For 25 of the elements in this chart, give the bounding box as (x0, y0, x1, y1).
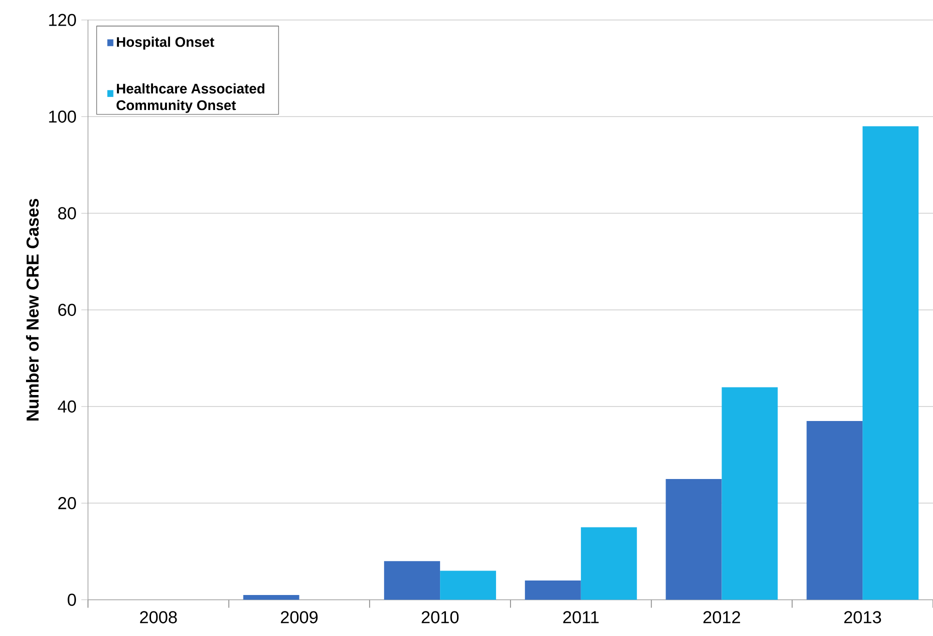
bar (524, 580, 581, 600)
x-tick-label: 2009 (280, 611, 318, 624)
bar (243, 595, 300, 600)
x-tick-label: 2013 (844, 611, 882, 624)
y-tick-label: 120 (49, 14, 76, 26)
bar (666, 479, 722, 600)
bar (722, 387, 778, 600)
legend-label: Healthcare Associated Community Onset (116, 83, 264, 114)
bar (440, 570, 496, 600)
y-tick-label: 60 (58, 304, 76, 316)
bar (806, 421, 863, 600)
y-tick-label: 40 (58, 400, 76, 413)
y-tick-label: 100 (49, 110, 76, 123)
x-tick-label: 2012 (703, 611, 740, 624)
bar (862, 126, 919, 600)
y-tick-label: 80 (58, 207, 76, 220)
x-tick-label: 2008 (140, 611, 177, 624)
x-tick-label: 2011 (563, 611, 599, 624)
legend-label: Hospital Onset (116, 36, 214, 50)
bar (384, 561, 440, 600)
y-tick-label: 20 (58, 497, 76, 510)
y-tick-label: 0 (68, 594, 76, 606)
x-tick-label: 2010 (422, 611, 459, 624)
y-axis-title: Number of New CRE Cases (26, 198, 39, 421)
bar (580, 527, 637, 600)
